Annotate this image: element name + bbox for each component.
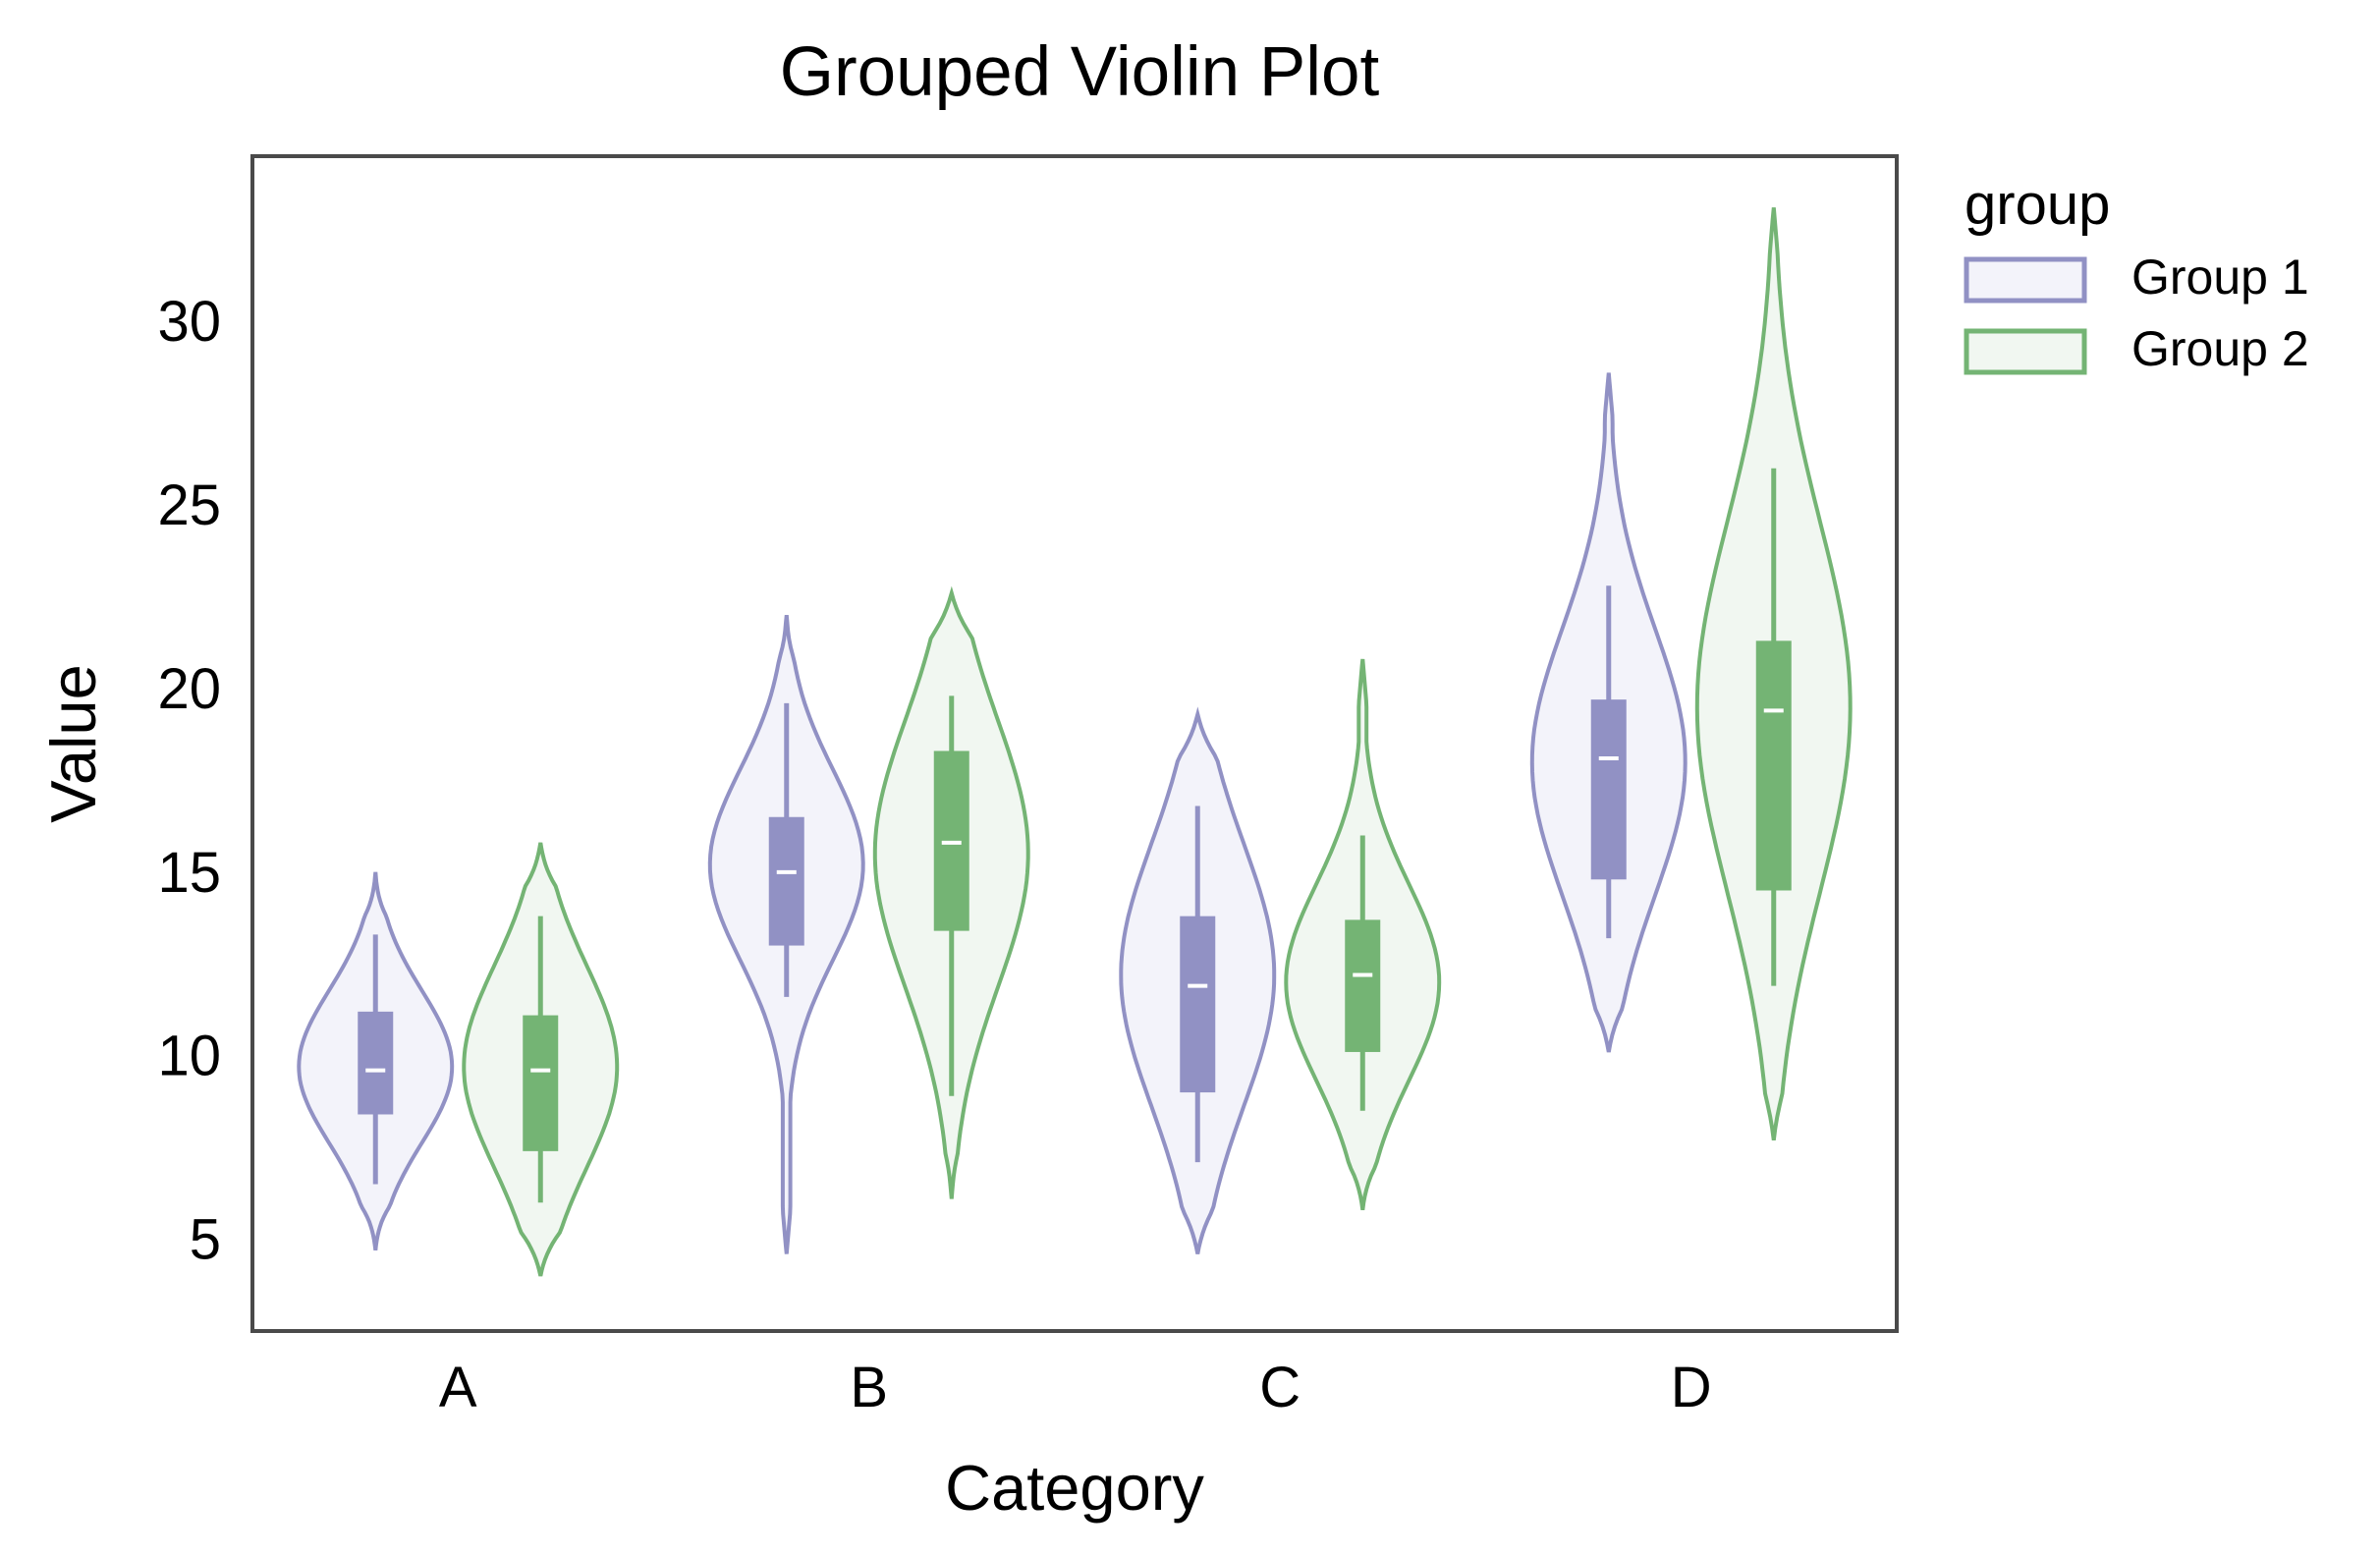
- legend-label-group-1: Group 1: [2131, 250, 2309, 305]
- y-tick-label-30: 30: [157, 290, 221, 354]
- legend-label-group-2: Group 2: [2131, 321, 2309, 376]
- box-group-2-a: [523, 1015, 559, 1151]
- box-group-1-a: [358, 1011, 394, 1115]
- legend: group Group 1 Group 2: [1964, 173, 2309, 376]
- x-tick-label-b: B: [850, 1356, 888, 1419]
- box-group-1-b: [768, 816, 804, 946]
- x-tick-label-c: C: [1259, 1356, 1301, 1419]
- x-tick-label-a: A: [439, 1356, 477, 1419]
- y-tick-label-20: 20: [157, 657, 221, 721]
- legend-swatch-group-2: [1964, 328, 2087, 375]
- y-axis: 5 10 15 20 25 30: [157, 290, 221, 1271]
- plot-area: [297, 207, 1853, 1277]
- y-tick-label-25: 25: [157, 473, 221, 537]
- y-tick-label-15: 15: [157, 841, 221, 905]
- chart-title: Grouped Violin Plot: [780, 33, 1380, 111]
- plot-frame: [250, 154, 1899, 1333]
- x-axis: A B C D: [439, 1356, 1712, 1419]
- box-group-2-d: [1755, 640, 1792, 891]
- box-group-2-c: [1345, 919, 1381, 1052]
- box-group-1-c: [1180, 916, 1216, 1093]
- box-group-1-d: [1590, 699, 1627, 880]
- x-tick-label-d: D: [1671, 1356, 1712, 1419]
- y-tick-label-10: 10: [157, 1025, 221, 1088]
- y-tick-label-5: 5: [190, 1208, 221, 1272]
- legend-title: group: [1965, 173, 2110, 237]
- legend-swatch-group-1: [1964, 256, 2087, 304]
- y-axis-label: Value: [37, 664, 109, 822]
- x-axis-label: Category: [945, 1452, 1204, 1524]
